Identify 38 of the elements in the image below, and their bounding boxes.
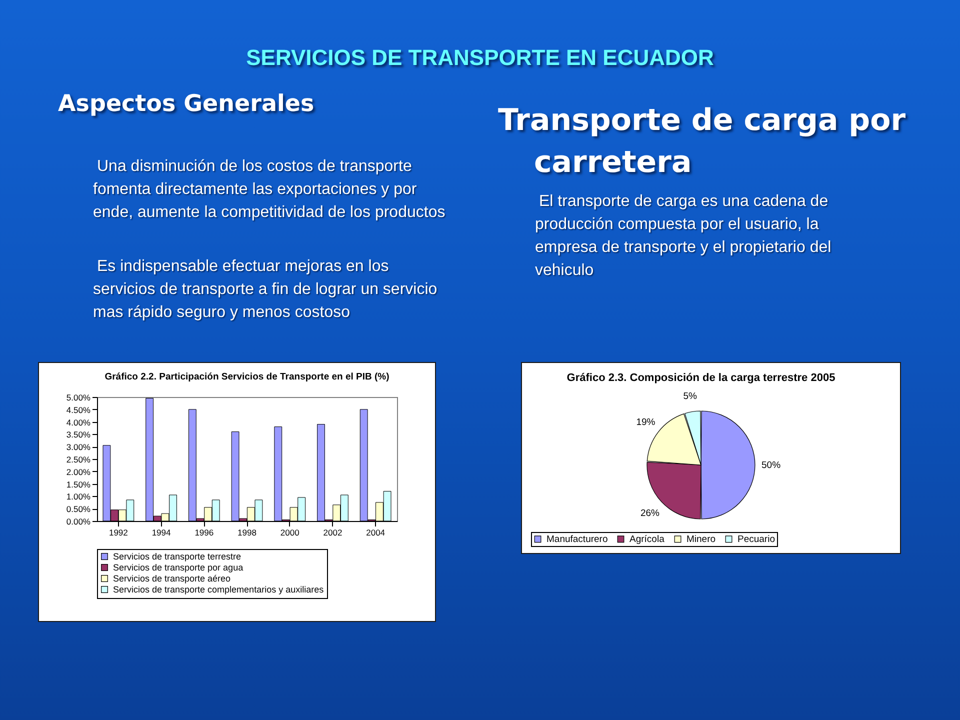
y-tick-label: 0.00% [66,516,91,526]
x-tick-label: 1998 [238,528,257,538]
x-tick-label: 1996 [194,528,214,538]
y-tick-label: 5.00% [66,392,91,402]
chart-title: Gráfico 2.3. Composición de la carga terrestre 2005 [566,372,836,384]
legend-label: Servicios de transporte por agua [113,562,244,572]
x-tick-label: 2000 [280,528,300,538]
legend-label: Agrícola [630,534,666,546]
legend-label: Servicios de transporte aéreo [113,574,231,584]
data-label: 50% [761,460,782,471]
legend-label: Minero [686,534,716,546]
text: Transporte de carga por carretera [498,102,907,182]
text: Es indispensable efectuar mejoras en los servicios de transporte a fin de lograr un servicio mas rápido seguro y menos costoso [92,257,438,323]
y-tick-label: 4.50% [66,404,91,415]
legend-label: Servicios de transporte complementarios y auxiliares [113,584,324,594]
data-label: 5% [683,390,698,402]
y-tick-label: 1.00% [66,492,91,502]
x-tick-label: 2002 [323,528,342,538]
data-label: 26% [640,508,660,519]
text: El transporte de carga es una cadena de producción compuesta por el usuario, la empresa de transporte y el propietario del vehiculo [534,192,832,281]
legend-label: Servicios de transporte terrestre [113,552,242,562]
chart-title: Gráfico 2.2. Participación Servicios de Transporte en el PIB (%) [104,372,390,382]
y-tick-label: 3.50% [66,430,91,440]
y-tick-label: 1.50% [66,479,91,490]
y-tick-label: 0.50% [66,504,91,514]
y-tick-label: 2.50% [66,454,91,464]
text: Aspectos Generales [58,91,316,117]
x-tick-label: 1994 [152,528,172,538]
data-label: 19% [636,417,656,428]
y-tick-label: 2.00% [66,466,91,477]
text: Una disminución de los costos de transporte fomenta directamente las exportaciones y por ende, aumente la competitividad de los productos [92,157,446,223]
legend-label: Manufacturero [546,534,608,546]
x-tick-label: 1992 [108,528,128,538]
y-tick-label: 4.00% [66,417,91,428]
x-tick-label: 2004 [366,528,386,538]
legend-label: Pecuario [738,534,775,546]
text: SERVICIOS DE TRANSPORTE EN ECUADOR [245,45,715,71]
y-tick-label: 3.00% [66,442,91,452]
